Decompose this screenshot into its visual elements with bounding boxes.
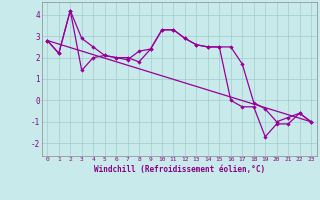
X-axis label: Windchill (Refroidissement éolien,°C): Windchill (Refroidissement éolien,°C): [94, 165, 265, 174]
